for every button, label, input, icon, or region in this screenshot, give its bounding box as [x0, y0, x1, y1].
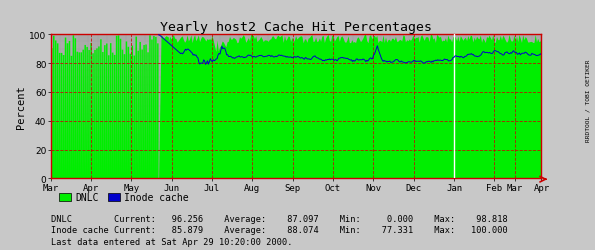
Title: Yearly host2 Cache Hit Percentages: Yearly host2 Cache Hit Percentages [160, 21, 432, 34]
Text: Last data entered at Sat Apr 29 10:20:00 2000.: Last data entered at Sat Apr 29 10:20:00… [51, 237, 292, 246]
Y-axis label: Percent: Percent [17, 85, 26, 129]
Text: DNLC        Current:   96.256    Average:    87.097    Min:     0.000    Max:   : DNLC Current: 96.256 Average: 87.097 Min… [51, 214, 508, 223]
Text: Inode cache Current:   85.879    Average:    88.074    Min:    77.331    Max:   : Inode cache Current: 85.879 Average: 88.… [51, 225, 508, 234]
Text: RRDTOOL / TOBI OETIKER: RRDTOOL / TOBI OETIKER [586, 59, 591, 141]
Legend: DNLC, Inode cache: DNLC, Inode cache [55, 189, 192, 206]
